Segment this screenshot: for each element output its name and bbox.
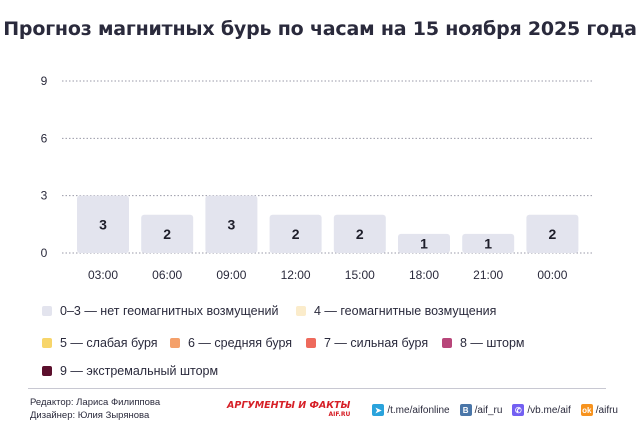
x-tick-label: 09:00: [216, 268, 246, 282]
bar-value-label: 1: [484, 235, 492, 251]
legend-label: 9 — экстремальный шторм: [60, 364, 219, 378]
legend-item: 9 — экстремальный шторм: [42, 364, 218, 378]
legend-swatch: [306, 338, 316, 348]
bar: [462, 233, 515, 253]
x-tick-label: 06:00: [152, 268, 182, 282]
bar-value-label: 2: [163, 226, 171, 242]
x-tick-label: 12:00: [281, 268, 311, 282]
page-title: Прогноз магнитных бурь по часам на 15 но…: [3, 18, 637, 40]
x-tick-label: 00:00: [537, 268, 567, 282]
legend-swatch: [296, 306, 306, 316]
bar-value-label: 2: [292, 226, 300, 242]
legend-item: 0–3 — нет геомагнитных возмущений: [42, 304, 278, 318]
x-tick-label: 21:00: [473, 268, 503, 282]
legend-label: 4 — геомагнитные возмущения: [314, 304, 497, 318]
legend-label: 5 — слабая буря: [60, 336, 158, 350]
legend-item: 7 — сильная буря: [306, 336, 428, 350]
legend-label: 8 — шторм: [460, 336, 525, 350]
viber-icon: ✆: [512, 404, 525, 416]
bar: [269, 214, 322, 253]
ok-link[interactable]: ok/aifru: [580, 404, 618, 416]
y-tick-label: 0: [41, 246, 48, 260]
editor-credit: Редактор: Лариса Филиппова: [30, 397, 161, 408]
bar: [141, 214, 194, 253]
legend-label: 0–3 — нет геомагнитных возмущений: [60, 304, 279, 318]
ok-icon: ok: [580, 404, 593, 416]
aif-logo[interactable]: АРГУМЕНТЫ И ФАКТЫ AIF.RU: [227, 400, 351, 418]
bar-value-label: 2: [356, 226, 364, 242]
legend-label: 7 — сильная буря: [324, 336, 429, 350]
designer-credit: Дизайнер: Юлия Зырянова: [30, 410, 150, 421]
legend-swatch: [42, 366, 52, 376]
bar: [526, 214, 579, 253]
legend-item: 8 — шторм: [442, 336, 525, 350]
legend-item: 4 — геомагнитные возмущения: [296, 304, 496, 318]
y-tick-label: 9: [41, 74, 48, 88]
divider: [28, 388, 606, 389]
telegram-link[interactable]: ➤/t.me/aifonline: [372, 404, 450, 416]
credits: Редактор: Лариса Филиппова Дизайнер: Юли…: [30, 396, 160, 422]
bar-value-label: 3: [99, 216, 107, 232]
bar: [398, 233, 450, 253]
bar-value-label: 3: [228, 216, 236, 232]
y-tick-label: 3: [41, 189, 48, 203]
vk-icon: B: [459, 404, 472, 416]
bar: [333, 214, 386, 253]
vk-link[interactable]: B/aif_ru: [459, 404, 502, 416]
legend-label: 6 — средняя буря: [188, 336, 293, 350]
legend-swatch: [42, 306, 52, 316]
x-tick-label: 15:00: [345, 268, 375, 282]
legend-swatch: [442, 338, 452, 348]
legend-item: 5 — слабая буря: [42, 336, 158, 350]
footer: АРГУМЕНТЫ И ФАКТЫ AIF.RU ➤/t.me/aifonline…: [227, 401, 618, 419]
y-tick-label: 6: [41, 131, 48, 145]
legend-swatch: [42, 338, 52, 348]
x-tick-label: 03:00: [88, 268, 118, 282]
legend-item: 6 — средняя буря: [170, 336, 292, 350]
x-tick-label: 18:00: [409, 268, 439, 282]
viber-link[interactable]: ✆/vb.me/aif: [512, 404, 571, 416]
bar: [77, 195, 129, 253]
telegram-icon: ➤: [372, 404, 385, 416]
bar-value-label: 1: [420, 235, 428, 251]
bar-chart: 0 3 6 9 3 2 3 2 2 1 1 2 03:00 06:00 09:00 12:00 15:00 1…: [41, 74, 594, 282]
bar: [205, 195, 258, 253]
legend-swatch: [170, 338, 180, 348]
legend: 0–3 — нет геомагнитных возмущений 4 — ге…: [42, 304, 622, 384]
bar-value-label: 2: [549, 226, 557, 242]
